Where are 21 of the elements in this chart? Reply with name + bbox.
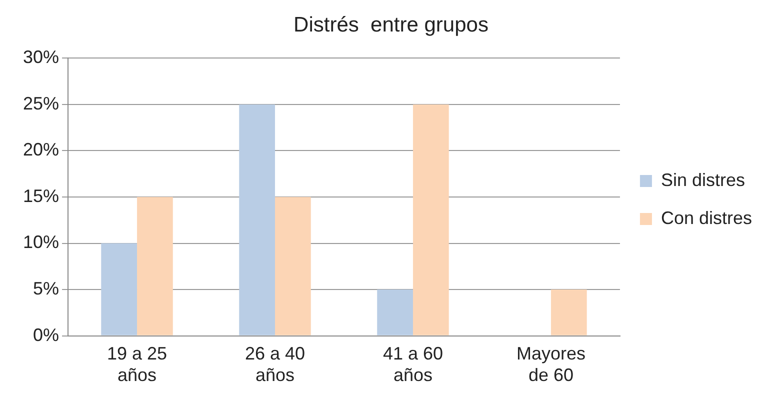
x-tick-label: 19 a 25 años — [106, 344, 168, 386]
x-tick-label: Mayores de 60 — [516, 344, 586, 386]
y-tick-label: 5% — [33, 278, 60, 298]
y-tick-label: 0% — [33, 324, 60, 345]
bar — [377, 290, 413, 336]
bar — [137, 197, 173, 336]
y-tick-label: 20% — [22, 140, 60, 160]
y-tick-label: 15% — [22, 186, 60, 206]
bar — [275, 197, 311, 336]
bar — [239, 104, 276, 336]
bar — [550, 290, 587, 336]
bar — [101, 243, 138, 336]
x-tick-label: 26 a 40 años — [244, 344, 306, 386]
y-tick-label: 25% — [22, 93, 60, 114]
y-tick-label: 10% — [22, 232, 60, 252]
bar — [412, 104, 449, 336]
legend-label: Sin distres — [660, 170, 746, 190]
legend-label: Con distres — [660, 208, 752, 228]
y-tick-label: 30% — [22, 47, 60, 68]
x-tick-label: 41 a 60 años — [382, 344, 444, 386]
chart-title: Distrés entre grupos — [294, 13, 488, 36]
